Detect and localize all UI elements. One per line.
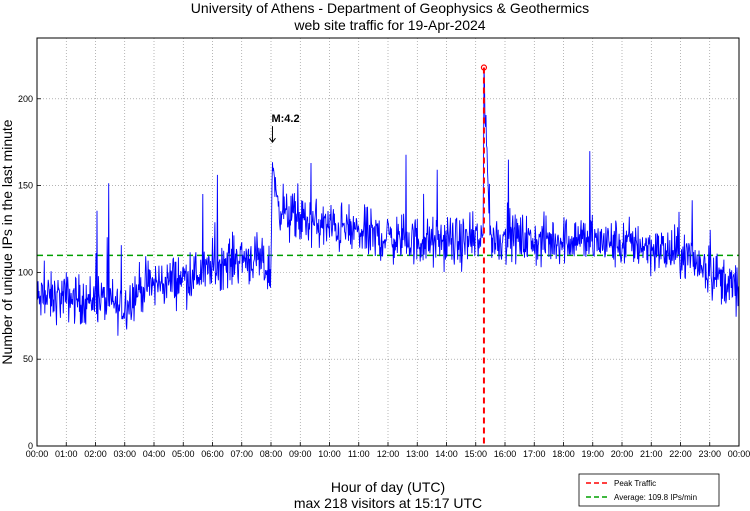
x-tick-label: 11:00 bbox=[348, 449, 370, 459]
legend-average-label: Average: 109.8 IPs/min bbox=[614, 493, 697, 502]
x-tick-label: 12:00 bbox=[377, 449, 400, 459]
x-tick-label: 02:00 bbox=[84, 449, 107, 459]
x-tick-label: 06:00 bbox=[201, 449, 224, 459]
x-tick-label: 17:00 bbox=[523, 449, 546, 459]
x-tick-label: 22:00 bbox=[669, 449, 692, 459]
y-tick-label: 200 bbox=[18, 94, 33, 104]
y-axis: 0 50 100 150 200 bbox=[18, 94, 41, 451]
y-tick-label: 100 bbox=[18, 267, 33, 277]
traffic-series-line bbox=[36, 67, 740, 336]
y-tick-label: 150 bbox=[18, 181, 33, 191]
y-tick-label: 0 bbox=[28, 441, 33, 451]
x-tick-label: 20:00 bbox=[611, 449, 634, 459]
y-axis-label: Number of unique IPs in the last minute bbox=[0, 119, 15, 364]
plot-frame bbox=[36, 37, 740, 447]
x-tick-label: 08:00 bbox=[260, 449, 283, 459]
x-tick-label: 05:00 bbox=[172, 449, 195, 459]
chart-title-line1: University of Athens - Department of Geo… bbox=[191, 0, 589, 16]
x-tick-label: 14:00 bbox=[435, 449, 458, 459]
x-tick-label: 19:00 bbox=[581, 449, 604, 459]
x-tick-label: 07:00 bbox=[230, 449, 253, 459]
x-tick-label: 00:00 bbox=[26, 449, 49, 459]
chart-subtitle: max 218 visitors at 15:17 UTC bbox=[294, 495, 482, 511]
annotation-arrow-head bbox=[269, 137, 276, 144]
x-tick-label: 04:00 bbox=[143, 449, 166, 459]
x-tick-label: 18:00 bbox=[552, 449, 575, 459]
x-tick-label: 10:00 bbox=[318, 449, 341, 459]
x-tick-label: 09:00 bbox=[289, 449, 312, 459]
peak-marker bbox=[480, 64, 488, 71]
x-tick-label: 13:00 bbox=[406, 449, 429, 459]
y-tick-label: 50 bbox=[23, 354, 33, 364]
x-tick-label: 16:00 bbox=[494, 449, 517, 459]
chart-title-line2: web site traffic for 19-Apr-2024 bbox=[293, 17, 485, 33]
x-tick-label: 00:00 bbox=[728, 449, 750, 459]
legend-peak-label: Peak Traffic bbox=[614, 479, 656, 488]
x-tick-label: 01:00 bbox=[55, 449, 78, 459]
earthquake-annotation: M:4.2 bbox=[271, 113, 299, 125]
x-axis: 00:00 01:00 02:00 03:00 04:00 05:00 06:00 07:00… bbox=[26, 442, 750, 459]
x-tick-label: 15:00 bbox=[464, 449, 487, 459]
x-tick-label: 23:00 bbox=[698, 449, 721, 459]
legend: Peak Traffic Average: 109.8 IPs/min bbox=[578, 473, 720, 507]
x-tick-label: 03:00 bbox=[113, 449, 136, 459]
x-tick-label: 21:00 bbox=[640, 449, 663, 459]
legend-box bbox=[578, 473, 720, 507]
x-axis-label: Hour of day (UTC) bbox=[331, 479, 445, 495]
